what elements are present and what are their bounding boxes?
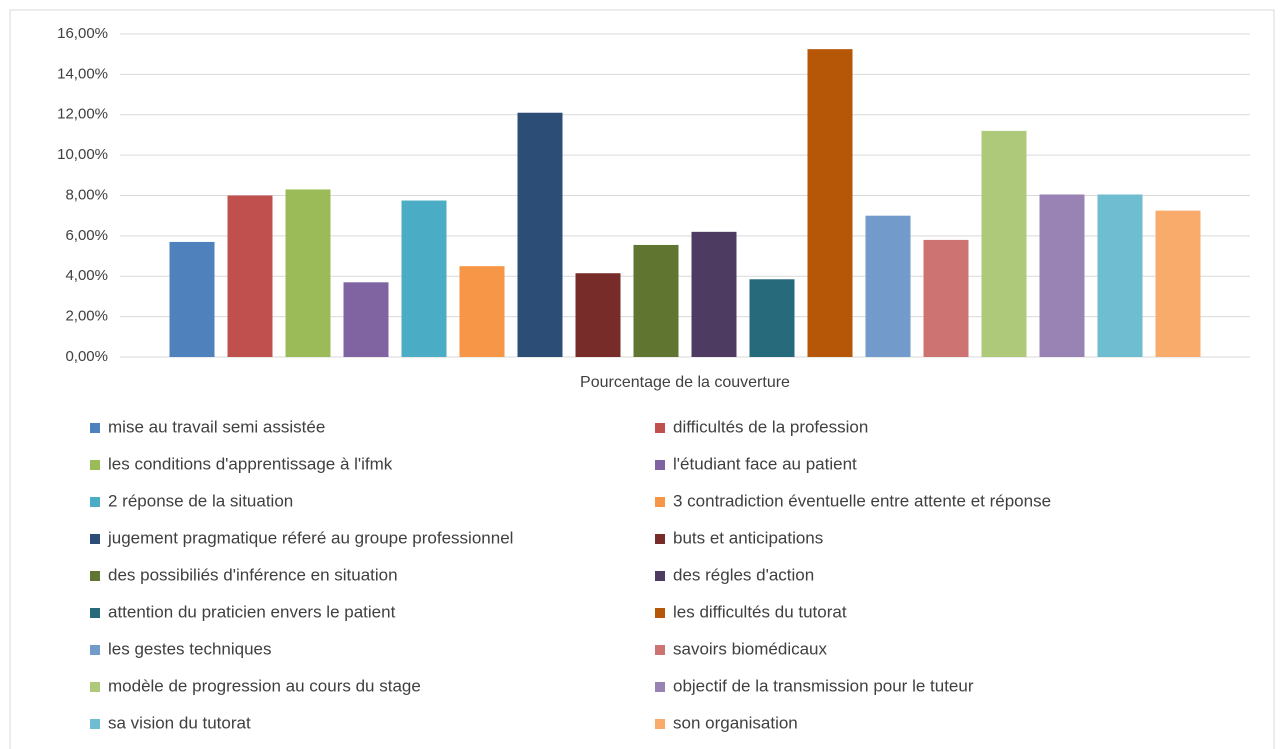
bar bbox=[575, 273, 621, 357]
legend-swatch bbox=[655, 534, 665, 544]
legend-swatch bbox=[90, 682, 100, 692]
legend-label: objectif de la transmission pour le tute… bbox=[673, 676, 974, 695]
bar bbox=[749, 279, 795, 357]
legend-swatch bbox=[655, 608, 665, 618]
legend-swatch bbox=[655, 497, 665, 507]
bar bbox=[517, 112, 563, 357]
legend-label: 2 réponse de la situation bbox=[108, 491, 293, 510]
legend-label: des possibiliés d'inférence en situation bbox=[108, 565, 398, 584]
legend-label: jugement pragmatique réferé au groupe pr… bbox=[107, 528, 513, 547]
bar bbox=[227, 195, 273, 357]
y-tick-label: 0,00% bbox=[65, 348, 108, 365]
legend-swatch bbox=[655, 460, 665, 470]
legend-label: savoirs biomédicaux bbox=[673, 639, 828, 658]
legend-label: sa vision du tutorat bbox=[108, 713, 251, 732]
legend-label: l'étudiant face au patient bbox=[673, 454, 857, 473]
y-tick-label: 4,00% bbox=[65, 267, 108, 284]
legend-swatch bbox=[90, 497, 100, 507]
legend-swatch bbox=[655, 571, 665, 581]
legend-label: modèle de progression au cours du stage bbox=[108, 676, 421, 695]
legend-label: son organisation bbox=[673, 713, 798, 732]
bar bbox=[981, 130, 1027, 357]
bar bbox=[169, 241, 215, 357]
legend-swatch bbox=[90, 423, 100, 433]
bar bbox=[1039, 194, 1085, 357]
legend-swatch bbox=[90, 460, 100, 470]
bar bbox=[1155, 210, 1201, 357]
legend-label: des régles d'action bbox=[673, 565, 814, 584]
y-tick-label: 2,00% bbox=[65, 308, 108, 325]
bar bbox=[285, 189, 331, 357]
bar bbox=[923, 239, 969, 357]
legend-swatch bbox=[90, 571, 100, 581]
legend-swatch bbox=[90, 608, 100, 618]
legend-swatch bbox=[655, 645, 665, 655]
legend-label: mise au travail semi assistée bbox=[108, 417, 325, 436]
bar bbox=[459, 266, 505, 357]
y-tick-label: 14,00% bbox=[57, 65, 108, 82]
y-tick-label: 12,00% bbox=[57, 106, 108, 123]
legend-label: difficultés de la profession bbox=[673, 417, 868, 436]
legend-swatch bbox=[655, 719, 665, 729]
legend-label: les gestes techniques bbox=[108, 639, 272, 658]
bar bbox=[633, 244, 679, 357]
bar bbox=[343, 282, 389, 357]
legend-label: 3 contradiction éventuelle entre attente… bbox=[673, 491, 1051, 510]
y-tick-label: 8,00% bbox=[65, 186, 108, 203]
x-tick-label: Pourcentage de la couverture bbox=[580, 374, 790, 391]
bar bbox=[807, 49, 853, 357]
bar bbox=[691, 231, 737, 357]
legend-swatch bbox=[90, 645, 100, 655]
legend-label: les conditions d'apprentissage à l'ifmk bbox=[108, 454, 393, 473]
bar bbox=[865, 215, 911, 357]
legend-label: attention du praticien envers le patient bbox=[108, 602, 396, 621]
legend-swatch bbox=[655, 423, 665, 433]
y-tick-label: 16,00% bbox=[57, 25, 108, 42]
legend-swatch bbox=[90, 534, 100, 544]
legend-swatch bbox=[655, 682, 665, 692]
legend-label: les difficultés du tutorat bbox=[673, 602, 847, 621]
legend-swatch bbox=[90, 719, 100, 729]
bar bbox=[401, 200, 447, 357]
y-tick-label: 10,00% bbox=[57, 146, 108, 163]
legend-label: buts et anticipations bbox=[673, 528, 823, 547]
bar bbox=[1097, 194, 1143, 357]
y-tick-label: 6,00% bbox=[65, 227, 108, 244]
chart-border bbox=[9, 9, 1275, 749]
